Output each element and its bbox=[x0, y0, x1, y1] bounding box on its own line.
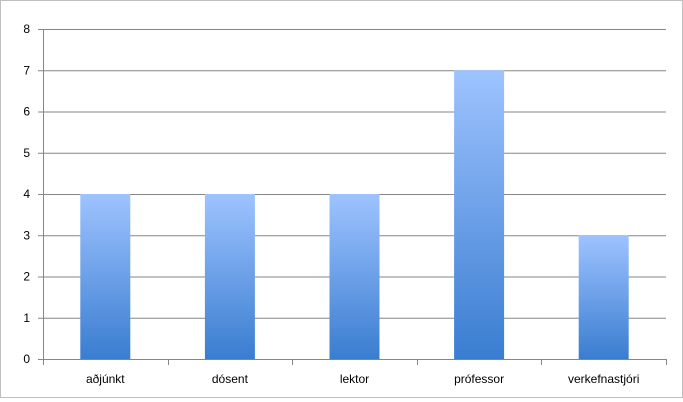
y-tick-label: 4 bbox=[23, 187, 30, 201]
x-tick-label: verkefnastjóri bbox=[568, 372, 639, 386]
y-tick-label: 2 bbox=[23, 270, 30, 284]
bar-dósent bbox=[204, 194, 255, 359]
y-tick-label: 6 bbox=[23, 105, 30, 119]
bar-verkefnastjóri bbox=[578, 235, 629, 359]
tick-labels: 0 1 2 3 4 5 6 7 8 aðjúnkt dósent lektor prófessor ver… bbox=[23, 22, 639, 386]
y-tick-label: 8 bbox=[23, 22, 30, 36]
y-tick-label: 5 bbox=[23, 146, 30, 160]
axes bbox=[38, 29, 667, 365]
x-tick-label: lektor bbox=[340, 372, 369, 386]
x-tick-label: dósent bbox=[212, 372, 249, 386]
bar-prófessor bbox=[454, 70, 505, 359]
bars bbox=[80, 70, 629, 359]
y-tick-label: 0 bbox=[23, 352, 30, 366]
y-tick-label: 1 bbox=[23, 311, 30, 325]
x-tick-label: prófessor bbox=[454, 372, 504, 386]
bar-lektor bbox=[329, 194, 380, 359]
bar-aðjúnkt bbox=[80, 194, 131, 359]
y-tick-label: 7 bbox=[23, 63, 30, 77]
x-tick-label: aðjúnkt bbox=[86, 372, 125, 386]
y-tick-label: 3 bbox=[23, 228, 30, 242]
